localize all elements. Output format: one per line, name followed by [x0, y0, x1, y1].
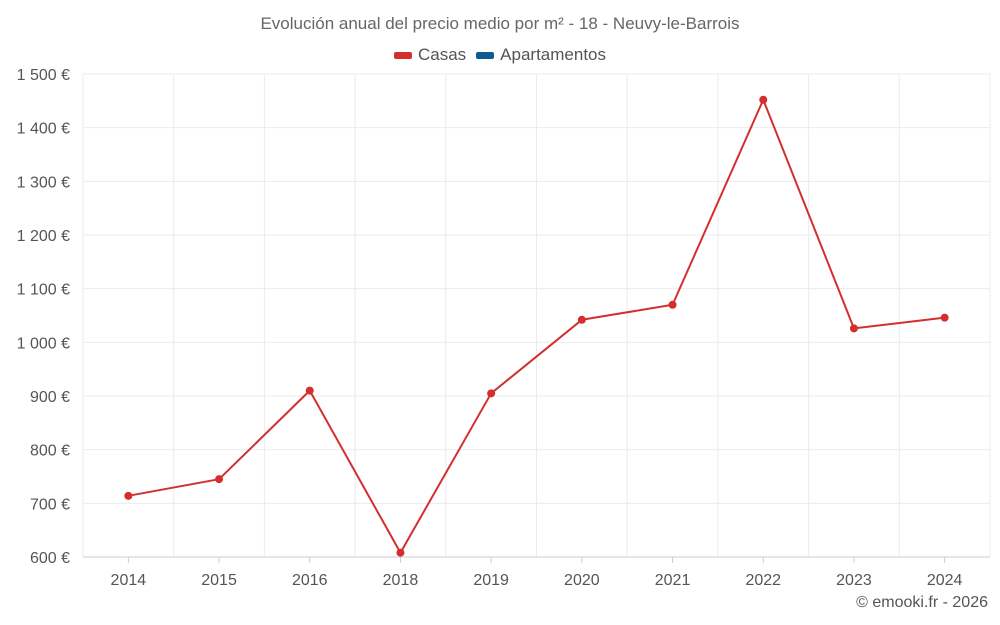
legend-swatch-apartamentos: [476, 51, 495, 59]
chart-title: Evolución anual del precio medio por m² …: [260, 14, 740, 33]
y-tick-label: 700 €: [30, 496, 70, 513]
data-point[interactable]: [759, 95, 768, 104]
x-tick-label: 2014: [111, 572, 147, 589]
series-line-casas: [128, 98, 945, 554]
y-tick-label: 1 300 €: [17, 174, 70, 191]
x-tick-label: 2024: [927, 572, 963, 589]
series-lines: [128, 98, 945, 554]
legend-swatch-casas: [393, 51, 412, 59]
series-points: [124, 95, 949, 557]
x-tick-label: 2020: [564, 572, 600, 589]
legend-label-apartamentos: Apartamentos: [500, 45, 607, 64]
chart-legend: Casas Apartamentos: [0, 45, 1000, 65]
y-tick-label: 900 €: [30, 389, 70, 406]
legend-item-casas[interactable]: Casas: [393, 45, 467, 65]
chart-grid: [82, 73, 991, 558]
y-tick-label: 600 €: [30, 550, 70, 567]
y-tick-label: 1 000 €: [17, 335, 70, 352]
data-point[interactable]: [396, 548, 405, 557]
data-point[interactable]: [305, 386, 314, 395]
data-point[interactable]: [215, 475, 224, 484]
credit-text: © emooki.fr - 2026: [856, 594, 988, 611]
x-tick-label: 2015: [201, 572, 237, 589]
y-tick-label: 1 500 €: [17, 67, 70, 84]
y-tick-label: 800 €: [30, 443, 70, 460]
x-tick-label: 2016: [292, 572, 328, 589]
data-point[interactable]: [487, 389, 496, 398]
x-tick-label: 2022: [745, 572, 781, 589]
legend-label-casas: Casas: [417, 45, 467, 64]
x-tick-label: 2021: [655, 572, 691, 589]
data-point[interactable]: [849, 324, 858, 333]
data-point[interactable]: [668, 300, 677, 309]
legend-item-apartamentos[interactable]: Apartamentos: [476, 45, 606, 65]
x-tick-label: 2023: [836, 572, 872, 589]
y-tick-label: 1 200 €: [17, 228, 70, 245]
x-tick-label: 2018: [383, 572, 419, 589]
data-point[interactable]: [577, 315, 586, 324]
y-tick-label: 1 100 €: [17, 282, 70, 299]
y-tick-label: 1 400 €: [17, 121, 70, 138]
data-point[interactable]: [940, 313, 949, 322]
x-axis: 2014 2015 2016 2018 2019 2020 2021 2022 2023 2024: [111, 557, 963, 589]
data-point[interactable]: [124, 491, 133, 500]
y-axis: 600 € 700 € 800 € 900 € 1 000 € 1 100 € 1 200 …: [17, 67, 70, 567]
x-tick-label: 2019: [473, 572, 509, 589]
